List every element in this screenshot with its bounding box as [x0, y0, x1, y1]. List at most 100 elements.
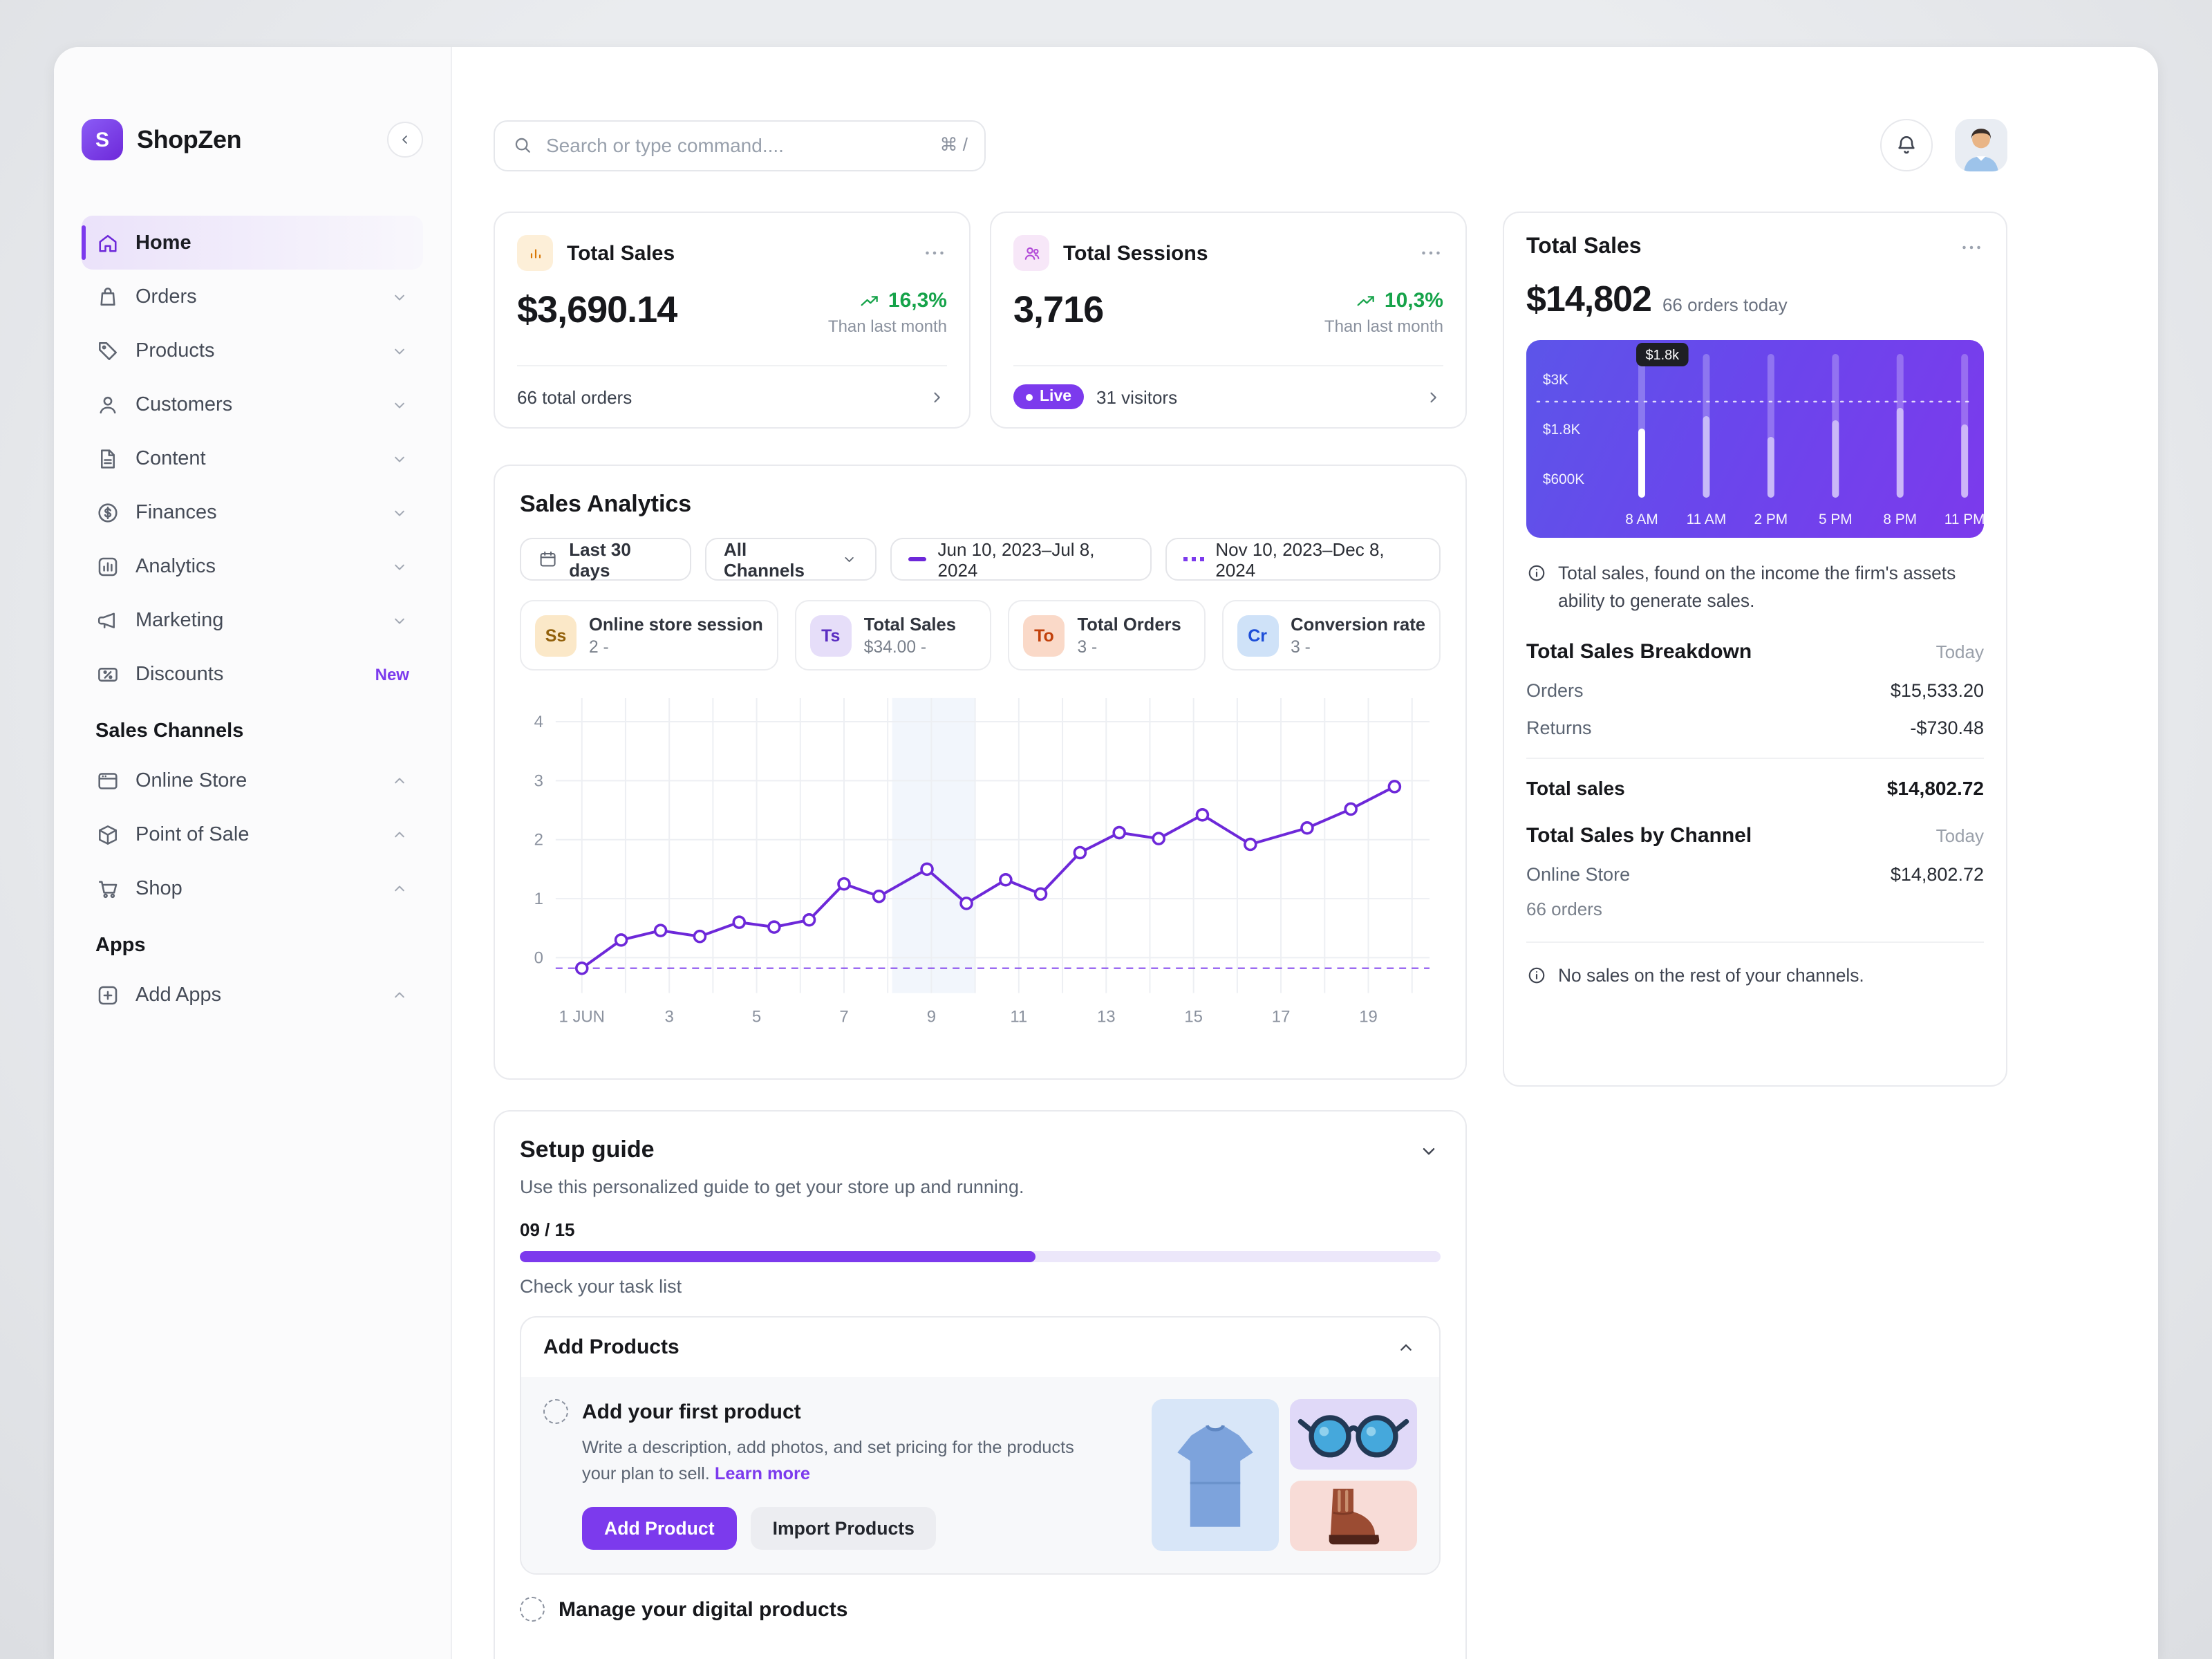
- footer-text: 31 visitors: [1096, 386, 1178, 407]
- setup-guide-title: Setup guide: [520, 1136, 655, 1163]
- info-icon: [1526, 964, 1547, 985]
- sidebar-item-point-of-sale[interactable]: Point of Sale: [82, 807, 423, 861]
- svg-text:9: 9: [927, 1008, 936, 1027]
- metric-abbr: Cr: [1237, 615, 1279, 656]
- app-logo: S: [82, 119, 123, 160]
- sidebar-item-content[interactable]: Content: [82, 431, 423, 485]
- user-avatar[interactable]: [1955, 119, 2007, 171]
- total-sales-card: Total Sales $3,690.14 16,3%: [494, 212, 971, 429]
- legend-current-period[interactable]: Jun 10, 2023–Jul 8, 2024: [890, 538, 1152, 581]
- svg-text:11 AM: 11 AM: [1687, 512, 1727, 527]
- sidebar-item-discounts[interactable]: Discounts New: [82, 647, 423, 701]
- more-options-button[interactable]: [1418, 241, 1443, 265]
- step-title: Manage your digital products: [559, 1597, 848, 1621]
- analytics-filters: Last 30 days All Channels Jun 10, 2023–J…: [520, 538, 1441, 581]
- chevron-down-icon: [841, 550, 858, 568]
- add-products-header[interactable]: Add Products: [521, 1318, 1439, 1377]
- sidebar-item-customers[interactable]: Customers: [82, 377, 423, 431]
- chevron-right-icon: [1423, 386, 1443, 407]
- no-sales-note: No sales on the rest of your channels.: [1526, 941, 1984, 989]
- chevron-down-icon: [390, 341, 409, 360]
- date-range-filter[interactable]: Last 30 days: [520, 538, 692, 581]
- progress-label: 09 / 15: [520, 1219, 575, 1240]
- sidebar-item-orders[interactable]: Orders: [82, 270, 423, 324]
- card-title: Total Sessions: [1063, 241, 1208, 265]
- legend-previous-period[interactable]: Nov 10, 2023–Dec 8, 2024: [1165, 538, 1441, 581]
- card-value-row: 3,716 10,3% Than last month: [1013, 289, 1443, 336]
- metric-total-orders[interactable]: To Total Orders 3 -: [1008, 600, 1206, 671]
- row-value: $15,533.20: [1890, 679, 1984, 701]
- apps-heading: Apps: [95, 935, 146, 957]
- sales-channels-heading: Sales Channels: [95, 720, 244, 742]
- sidebar-item-online-store[interactable]: Online Store: [82, 753, 423, 807]
- metric-label: Conversion rate: [1291, 614, 1426, 635]
- breakdown-row-orders: Orders $15,533.20: [1526, 679, 1984, 700]
- note-text: Total sales, found on the income the fir…: [1558, 563, 1956, 611]
- svg-text:11 PM: 11 PM: [1944, 512, 1984, 527]
- sidebar-item-finances[interactable]: Finances: [82, 485, 423, 539]
- svg-text:8 PM: 8 PM: [1883, 512, 1917, 527]
- more-options-button[interactable]: [1959, 235, 1984, 260]
- sidebar-item-label: Analytics: [135, 555, 216, 577]
- metric-value: 2 -: [589, 637, 609, 657]
- sidebar-item-products[interactable]: Products: [82, 324, 423, 377]
- glasses-image: [1290, 1399, 1417, 1470]
- card-footer-link[interactable]: 66 total orders: [517, 365, 947, 427]
- metric-value: 3 -: [1077, 637, 1098, 657]
- learn-more-link[interactable]: Learn more: [714, 1464, 811, 1484]
- setup-guide-header[interactable]: Setup guide: [520, 1136, 1441, 1164]
- svg-text:17: 17: [1272, 1008, 1291, 1027]
- footer-text: 66 total orders: [517, 386, 632, 407]
- svg-text:13: 13: [1097, 1008, 1116, 1027]
- sidebar-item-analytics[interactable]: Analytics: [82, 539, 423, 593]
- sidebar-item-label: Shop: [135, 877, 182, 899]
- search-box[interactable]: ⌘ /: [494, 120, 986, 171]
- delta-value: 10,3%: [1324, 289, 1443, 312]
- svg-text:$3K: $3K: [1543, 372, 1568, 388]
- svg-text:4: 4: [534, 713, 543, 731]
- solid-line-sample: [908, 557, 927, 561]
- search-shortcut: ⌘ /: [939, 134, 968, 155]
- add-product-button[interactable]: Add Product: [582, 1507, 737, 1550]
- notifications-button[interactable]: [1880, 119, 1933, 171]
- step-title: Add your first product: [582, 1400, 801, 1423]
- channel-filter-label: All Channels: [723, 538, 805, 580]
- step-buttons: Add Product Import Products: [582, 1507, 1096, 1550]
- sidebar-item-marketing[interactable]: Marketing: [82, 593, 423, 647]
- metric-chips: Ss Online store session 2 - Ts Total Sal…: [520, 600, 1441, 671]
- sidebar-item-home[interactable]: Home: [82, 216, 423, 270]
- main-content: ⌘ /: [452, 47, 2158, 1659]
- more-options-button[interactable]: [922, 241, 947, 265]
- total-sessions-value: 3,716: [1013, 289, 1104, 330]
- dotted-line-sample: [1183, 557, 1205, 561]
- boot-image: [1290, 1481, 1417, 1551]
- delta-block: 16,3% Than last month: [828, 289, 947, 336]
- sidebar-item-add-apps[interactable]: Add Apps: [82, 968, 423, 1022]
- chevron-up-icon: [390, 985, 409, 1004]
- setup-guide-panel: Setup guide Use this personalized guide …: [494, 1110, 1467, 1659]
- sidebar-collapse-button[interactable]: [387, 122, 423, 158]
- trend-up-icon: [1356, 290, 1378, 312]
- content-columns: Total Sales $3,690.14 16,3%: [494, 212, 2158, 1659]
- import-products-button[interactable]: Import Products: [750, 1507, 937, 1550]
- period-label: Today: [1936, 825, 1984, 846]
- product-images: [1152, 1399, 1417, 1551]
- svg-text:5: 5: [752, 1008, 761, 1027]
- sidebar-item-shop[interactable]: Shop: [82, 861, 423, 915]
- card-footer-link[interactable]: Live 31 visitors: [1013, 365, 1443, 427]
- sales-note: Total sales, found on the income the fir…: [1526, 560, 1984, 615]
- legend-label: Jun 10, 2023–Jul 8, 2024: [937, 538, 1095, 580]
- row-value: -$730.48: [1910, 717, 1984, 738]
- metric-online-store-session[interactable]: Ss Online store session 2 -: [520, 600, 778, 671]
- step-description-text: Write a description, add photos, and set…: [582, 1438, 1074, 1484]
- channel-filter[interactable]: All Channels: [705, 538, 877, 581]
- megaphone-icon: [95, 608, 120, 632]
- svg-text:7: 7: [839, 1008, 848, 1027]
- manage-digital-products-row[interactable]: Manage your digital products: [520, 1597, 1441, 1659]
- metric-conversion-rate[interactable]: Cr Conversion rate 3 -: [1221, 600, 1441, 671]
- topbar: ⌘ /: [494, 119, 2007, 171]
- metric-total-sales[interactable]: Ts Total Sales $34.00 -: [794, 600, 992, 671]
- product-images-column: [1290, 1399, 1417, 1551]
- sidebar-item-label: Discounts: [135, 663, 224, 685]
- search-input[interactable]: [546, 134, 928, 156]
